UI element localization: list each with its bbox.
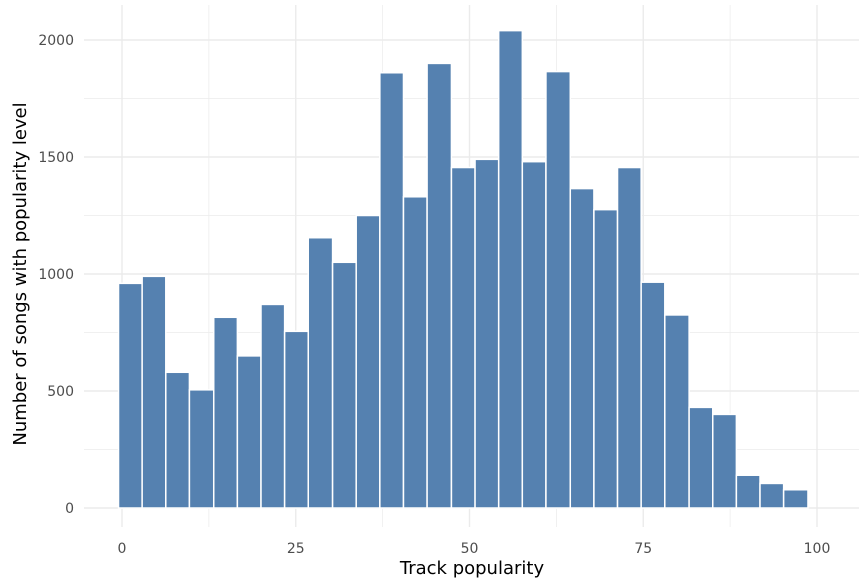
- y-tick-label: 500: [47, 384, 74, 400]
- y-axis-title: Number of songs with popularity level: [10, 102, 31, 445]
- x-tick-label: 75: [634, 541, 652, 557]
- x-axis-title: Track popularity: [399, 558, 545, 579]
- histogram-bar: [379, 72, 405, 509]
- histogram-bar: [474, 158, 500, 509]
- histogram-bar: [688, 406, 714, 509]
- histogram-bar: [569, 187, 595, 509]
- histogram-bar: [759, 482, 785, 509]
- x-axis-ticks: 0 25 50 75 100: [118, 541, 831, 557]
- histogram-bar: [117, 282, 143, 509]
- histogram-bar: [236, 355, 262, 509]
- histogram-bar: [283, 330, 310, 509]
- histogram-bar: [593, 208, 619, 509]
- y-tick-label: 1500: [38, 150, 74, 166]
- histogram-bar: [616, 166, 642, 509]
- histogram-bar: [402, 196, 428, 509]
- y-tick-label: 2000: [38, 33, 74, 49]
- histogram-bar: [450, 166, 476, 509]
- histogram-bar: [165, 371, 191, 509]
- bars: [117, 29, 809, 509]
- x-tick-label: 100: [804, 541, 831, 557]
- x-tick-label: 50: [461, 541, 479, 557]
- histogram-bar: [331, 261, 357, 509]
- y-axis-ticks: 0 500 1000 1500 2000: [38, 33, 74, 517]
- histogram-bar: [497, 29, 524, 509]
- histogram-bar: [188, 389, 215, 509]
- histogram-bar: [664, 314, 690, 509]
- y-tick-label: 1000: [38, 267, 74, 283]
- histogram-bar: [782, 488, 809, 509]
- histogram-bar: [640, 281, 666, 509]
- histogram-bar: [426, 62, 453, 509]
- x-tick-label: 0: [118, 541, 127, 557]
- x-tick-label: 25: [287, 541, 305, 557]
- histogram-bar: [545, 70, 572, 509]
- histogram-bar: [521, 160, 547, 509]
- histogram-bar: [212, 316, 239, 509]
- y-tick-label: 0: [65, 501, 74, 517]
- histogram-bar: [307, 236, 334, 509]
- histogram-bar: [712, 413, 738, 509]
- histogram-bar: [260, 303, 286, 509]
- histogram-bar: [735, 474, 761, 509]
- histogram-bar: [355, 214, 381, 509]
- histogram-bar: [141, 275, 167, 509]
